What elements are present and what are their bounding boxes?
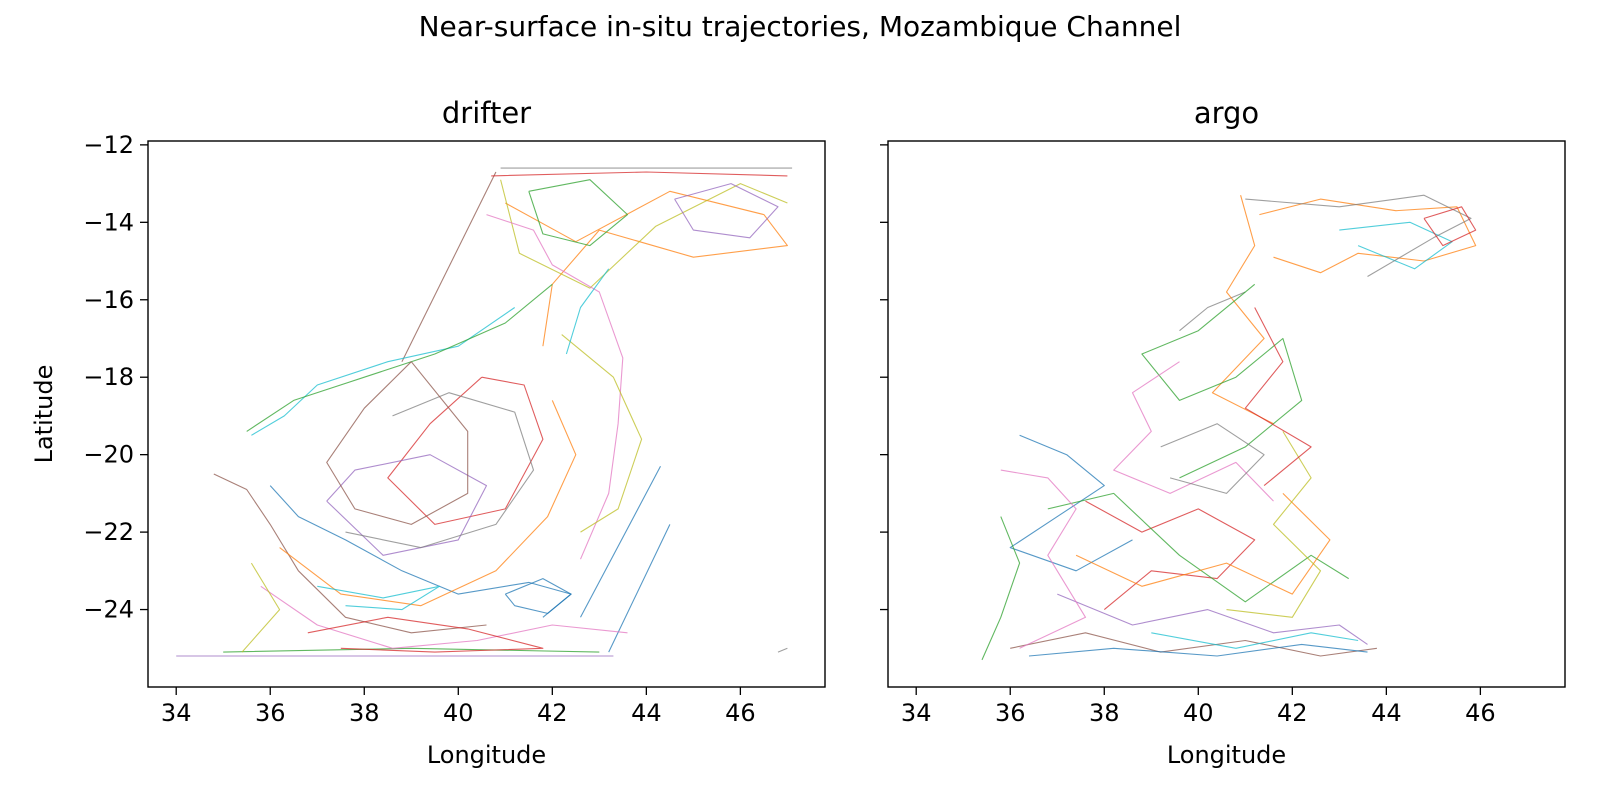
y-tick-label--24: −24 [83, 596, 134, 624]
argo-trajectory-15 [1028, 643, 1368, 657]
argo-trajectory-3 [1245, 194, 1472, 277]
argo-trajectory-7 [1141, 283, 1303, 479]
x-tick-label-46: 46 [1465, 699, 1496, 727]
panel-argo: argo 34 36 38 40 42 44 46 Longitude [880, 96, 1566, 769]
drifter-trajectory-16 [213, 473, 487, 634]
argo-trajectory-14 [1010, 632, 1377, 657]
x-tick-label-42: 42 [1277, 699, 1308, 727]
axes-frame-drifter [147, 140, 826, 688]
y-axis-label: Latitude [30, 365, 58, 464]
panel-title-drifter: drifter [442, 96, 531, 130]
drifter-trajectory-23 [307, 616, 544, 653]
x-axis-label-argo: Longitude [1167, 741, 1286, 769]
argo-trajectory-13 [1075, 493, 1331, 595]
x-tick-label-36: 36 [995, 699, 1026, 727]
drifter-trajectory-13 [387, 376, 544, 525]
panel-title-argo: argo [1194, 96, 1259, 130]
axes-frame-argo [887, 140, 1566, 688]
drifter-trajectory-20 [260, 585, 628, 649]
x-tick-label-38: 38 [1089, 699, 1120, 727]
argo-trajectory-1 [1259, 198, 1477, 274]
argo-trajectory-12 [1057, 593, 1368, 645]
argo-trajectory-9 [1009, 434, 1133, 572]
x-tick-label-36: 36 [255, 699, 286, 727]
drifter-trajectory-11 [486, 214, 624, 560]
drifter-trajectory-3 [608, 524, 671, 653]
drifter-trajectory-19 [345, 392, 535, 549]
y-tick-label--18: −18 [83, 363, 134, 391]
drifter-trajectory-2 [580, 466, 661, 618]
drifter-trajectory-22 [317, 585, 441, 611]
drifter-trajectory-17 [279, 400, 577, 607]
drifter-trajectory-25 [674, 183, 779, 239]
drifter-trajectory-24 [528, 179, 629, 247]
drifter-trajectory-12 [269, 485, 572, 618]
argo-trajectory-19 [981, 516, 1021, 661]
drifter-trajectory-28 [241, 562, 281, 653]
drifter-trajectory-5 [491, 171, 788, 177]
drifter-trajectory-9 [500, 179, 788, 289]
argo-trajectory-2 [1339, 221, 1453, 270]
argo-trajectory-4 [1423, 206, 1477, 247]
x-tick-label-40: 40 [443, 699, 474, 727]
x-tick-label-34: 34 [901, 699, 932, 727]
x-tick-label-40: 40 [1183, 699, 1214, 727]
panel-drifter: drifter 34 36 38 40 42 44 46 Longitude −12 −14 −16 −… [83, 96, 826, 769]
figure-title: Near-surface in-situ trajectories, Mozam… [418, 10, 1182, 43]
drifter-trajectory-8 [505, 190, 788, 347]
x-tick-label-34: 34 [161, 699, 192, 727]
y-tick-label--22: −22 [83, 518, 134, 546]
y-tick-label--12: −12 [83, 131, 134, 159]
drifter-trajectory-14 [246, 283, 553, 432]
x-tick-label-44: 44 [1371, 699, 1402, 727]
y-tick-label--16: −16 [83, 286, 134, 314]
x-tick-label-38: 38 [349, 699, 380, 727]
trajectories-drifter [176, 167, 793, 657]
y-tick-label--14: −14 [83, 208, 134, 236]
argo-trajectory-16 [1151, 632, 1359, 649]
drifter-trajectory-21 [504, 578, 572, 614]
x-tick-label-44: 44 [631, 699, 662, 727]
argo-trajectory-17 [1000, 469, 1087, 649]
drifter-trajectory-18 [561, 334, 643, 533]
argo-trajectory-5 [1179, 291, 1246, 332]
drifter-trajectory-1 [401, 171, 497, 362]
drifter-trajectory-29 [777, 647, 788, 653]
y-tick-label--20: −20 [83, 441, 134, 469]
drifter-trajectory-27 [326, 361, 469, 525]
x-axis-label-drifter: Longitude [427, 741, 546, 769]
drifter-trajectory-26 [565, 268, 610, 355]
argo-trajectory-20 [1160, 423, 1265, 494]
argo-trajectory-6 [1211, 195, 1274, 425]
argo-trajectory-8 [1113, 361, 1274, 502]
argo-trajectory-11 [1047, 492, 1349, 603]
drifter-trajectory-7 [223, 647, 600, 653]
x-tick-label-46: 46 [725, 699, 756, 727]
x-tick-label-42: 42 [537, 699, 568, 727]
trajectories-argo [981, 194, 1477, 661]
argo-trajectory-10 [1085, 500, 1256, 611]
argo-trajectory-21 [1244, 307, 1312, 487]
argo-trajectory-18 [1226, 431, 1322, 618]
drifter-trajectory-15 [326, 454, 488, 556]
